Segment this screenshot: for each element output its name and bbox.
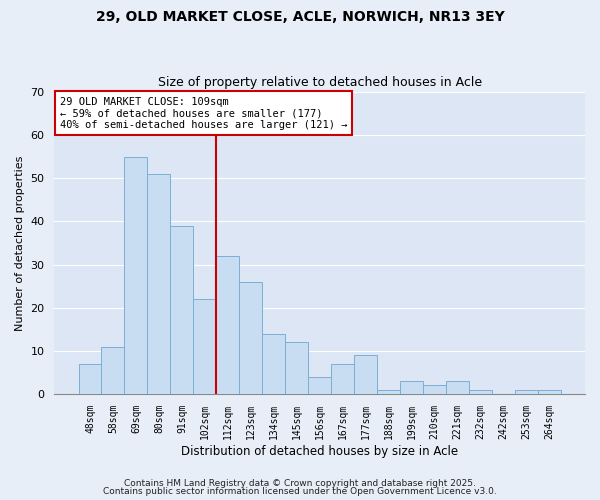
Text: 29 OLD MARKET CLOSE: 109sqm
← 59% of detached houses are smaller (177)
40% of se: 29 OLD MARKET CLOSE: 109sqm ← 59% of det…	[60, 96, 347, 130]
Bar	[170, 226, 193, 394]
Bar	[469, 390, 492, 394]
Text: Contains public sector information licensed under the Open Government Licence v3: Contains public sector information licen…	[103, 487, 497, 496]
Bar	[124, 157, 148, 394]
Bar	[239, 282, 262, 394]
Bar	[538, 390, 561, 394]
Bar	[515, 390, 538, 394]
Bar	[354, 355, 377, 394]
Bar	[331, 364, 354, 394]
Bar	[400, 381, 423, 394]
Bar	[101, 346, 124, 394]
Bar	[446, 381, 469, 394]
Text: 29, OLD MARKET CLOSE, ACLE, NORWICH, NR13 3EY: 29, OLD MARKET CLOSE, ACLE, NORWICH, NR1…	[95, 10, 505, 24]
Y-axis label: Number of detached properties: Number of detached properties	[15, 156, 25, 330]
Bar	[377, 390, 400, 394]
Bar	[423, 386, 446, 394]
Bar	[285, 342, 308, 394]
Bar	[148, 174, 170, 394]
X-axis label: Distribution of detached houses by size in Acle: Distribution of detached houses by size …	[181, 444, 458, 458]
Bar	[79, 364, 101, 394]
Bar	[193, 299, 217, 394]
Title: Size of property relative to detached houses in Acle: Size of property relative to detached ho…	[158, 76, 482, 90]
Bar	[262, 334, 285, 394]
Text: Contains HM Land Registry data © Crown copyright and database right 2025.: Contains HM Land Registry data © Crown c…	[124, 478, 476, 488]
Bar	[308, 376, 331, 394]
Bar	[217, 256, 239, 394]
